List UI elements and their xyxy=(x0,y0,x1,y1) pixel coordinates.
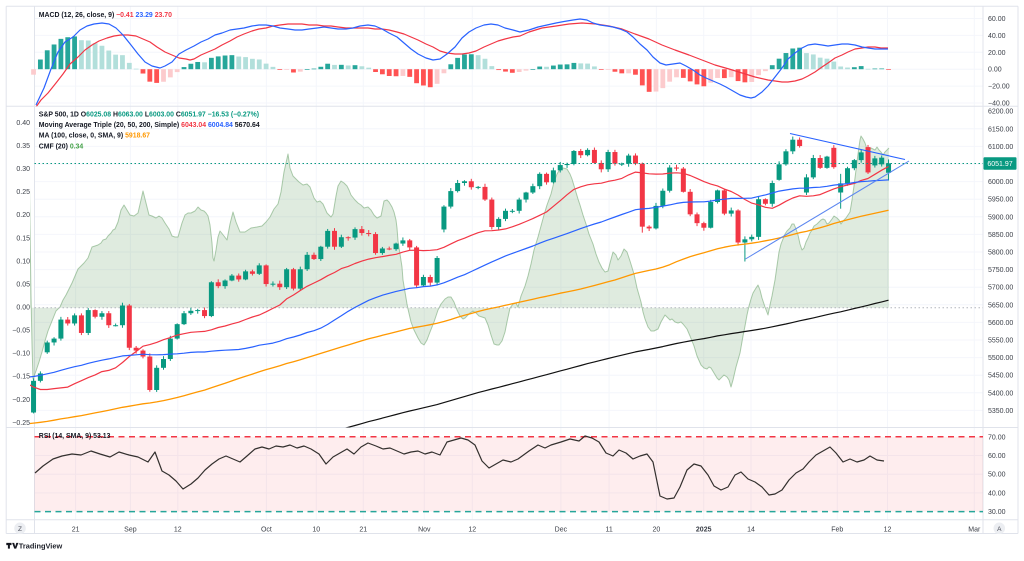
svg-text:6150.00: 6150.00 xyxy=(988,126,1013,133)
svg-text:−0.05: −0.05 xyxy=(12,328,30,335)
svg-text:5400.00: 5400.00 xyxy=(988,390,1013,397)
svg-text:−0.15: −0.15 xyxy=(12,374,30,381)
svg-text:5700.00: 5700.00 xyxy=(988,285,1013,292)
svg-text:40.00: 40.00 xyxy=(988,33,1006,40)
svg-text:5550.00: 5550.00 xyxy=(988,338,1013,345)
svg-text:0.25: 0.25 xyxy=(16,189,30,196)
svg-text:12: 12 xyxy=(174,527,182,534)
svg-text:Nov: Nov xyxy=(418,527,431,534)
svg-text:0.00: 0.00 xyxy=(988,67,1002,74)
svg-text:5950.00: 5950.00 xyxy=(988,197,1013,204)
svg-text:5900.00: 5900.00 xyxy=(988,214,1013,221)
svg-text:5450.00: 5450.00 xyxy=(988,373,1013,380)
svg-text:RSI (14, SMA, 9) 53.13: RSI (14, SMA, 9) 53.13 xyxy=(39,433,111,440)
svg-text:Oct: Oct xyxy=(261,527,272,534)
svg-text:12: 12 xyxy=(468,527,476,534)
svg-text:20: 20 xyxy=(653,527,661,534)
svg-text:6051.97: 6051.97 xyxy=(987,161,1012,168)
svg-text:70.00: 70.00 xyxy=(988,434,1006,441)
svg-text:21: 21 xyxy=(359,527,367,534)
svg-text:CMF (20) 0.34: CMF (20) 0.34 xyxy=(39,143,84,150)
svg-text:0.35: 0.35 xyxy=(16,143,30,150)
svg-text:A: A xyxy=(997,526,1002,533)
svg-text:6200.00: 6200.00 xyxy=(988,109,1013,116)
svg-text:5600.00: 5600.00 xyxy=(988,320,1013,327)
svg-text:Moving Average Triple (20, 50,: Moving Average Triple (20, 50, 200, Simp… xyxy=(39,122,260,129)
svg-text:S&P 500, 1D O6025.08 H6063.0: S&P 500, 1D O6025.08 H6063.00 L6003.00 C… xyxy=(39,111,259,118)
svg-text:5750.00: 5750.00 xyxy=(988,267,1013,274)
svg-text:MACD (12, 26, close, 9) −0.41: MACD (12, 26, close, 9) −0.41 23.29 23.7… xyxy=(39,12,172,19)
svg-text:50.00: 50.00 xyxy=(988,472,1006,479)
svg-text:11: 11 xyxy=(605,527,612,534)
svg-text:−0.25: −0.25 xyxy=(12,420,30,427)
svg-text:Mar: Mar xyxy=(968,527,981,534)
svg-text:Feb: Feb xyxy=(831,527,843,534)
svg-text:5650.00: 5650.00 xyxy=(988,302,1013,309)
svg-text:0.00: 0.00 xyxy=(16,305,30,312)
svg-text:20.00: 20.00 xyxy=(988,50,1006,57)
svg-text:Sep: Sep xyxy=(124,527,137,534)
svg-text:14: 14 xyxy=(747,527,755,534)
svg-text:0.15: 0.15 xyxy=(16,235,30,242)
svg-text:60.00: 60.00 xyxy=(988,16,1006,23)
svg-text:MA (100, close, 0, SMA, 9) 59: MA (100, close, 0, SMA, 9) 5918.67 xyxy=(39,133,150,140)
svg-text:12: 12 xyxy=(884,527,892,534)
svg-text:10: 10 xyxy=(312,527,320,534)
svg-text:5500.00: 5500.00 xyxy=(988,355,1013,362)
svg-text:21: 21 xyxy=(72,527,80,534)
svg-text:Dec: Dec xyxy=(555,527,568,534)
svg-text:−0.10: −0.10 xyxy=(12,351,30,358)
svg-text:60.00: 60.00 xyxy=(988,453,1006,460)
svg-text:0.40: 0.40 xyxy=(16,120,30,127)
svg-text:0.30: 0.30 xyxy=(16,166,30,173)
svg-text:−0.20: −0.20 xyxy=(12,397,30,404)
svg-text:6000.00: 6000.00 xyxy=(988,179,1013,186)
svg-text:5800.00: 5800.00 xyxy=(988,250,1013,257)
svg-text:5350.00: 5350.00 xyxy=(988,408,1013,415)
svg-text:2025: 2025 xyxy=(696,527,712,534)
svg-text:0.20: 0.20 xyxy=(16,212,30,219)
svg-text:40.00: 40.00 xyxy=(988,490,1006,497)
svg-text:TradingView: TradingView xyxy=(19,542,63,551)
svg-text:0.10: 0.10 xyxy=(16,258,30,265)
svg-text:30.00: 30.00 xyxy=(988,509,1006,516)
svg-text:Z: Z xyxy=(18,526,22,533)
svg-text:6100.00: 6100.00 xyxy=(988,144,1013,151)
svg-text:5850.00: 5850.00 xyxy=(988,232,1013,239)
svg-text:0.05: 0.05 xyxy=(16,281,30,288)
svg-text:−40.00: −40.00 xyxy=(988,101,1010,108)
svg-text:−20.00: −20.00 xyxy=(988,84,1010,91)
